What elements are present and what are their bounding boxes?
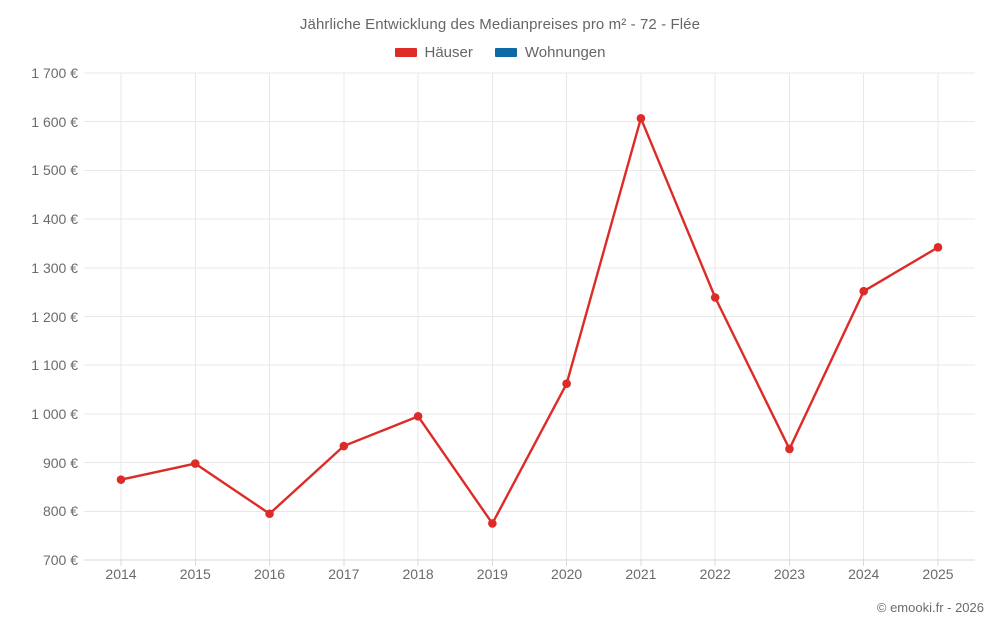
y-axis: 700 € 800 € 900 € 1 000 € 1 100 € 1 200 € 1 30… xyxy=(0,0,78,625)
y-axis-tick-label: 1 400 € xyxy=(31,211,78,228)
x-axis-tick-label: 2024 xyxy=(848,566,880,582)
y-axis-tick-label: 1 000 € xyxy=(31,405,78,422)
y-axis-tick-label: 1 600 € xyxy=(31,113,78,130)
x-axis-tick-label: 2015 xyxy=(179,566,211,582)
legend-item-hauser[interactable]: Häuser xyxy=(394,44,473,61)
y-axis-tick-label: 900 € xyxy=(42,454,78,471)
x-axis-tick-label: 2019 xyxy=(476,566,508,582)
legend-item-wohnungen[interactable]: Wohnungen xyxy=(494,44,606,61)
legend-swatch-hauser xyxy=(394,48,417,57)
data-series-layer xyxy=(116,113,943,528)
plot-area xyxy=(84,72,975,566)
y-axis-tick-label: 1 300 € xyxy=(31,259,78,276)
x-axis-tick-label: 2023 xyxy=(773,566,806,582)
x-axis-tick-label: 2014 xyxy=(105,566,137,582)
y-axis-tick-label: 1 200 € xyxy=(31,308,78,325)
x-axis-tick-label: 2021 xyxy=(625,566,657,582)
chart-credit: © emooki.fr - 2026 xyxy=(876,600,984,615)
y-axis-tick-label: 1 100 € xyxy=(31,357,78,374)
x-axis: 2014 2015 2016 2017 2018 2019 2020 2021 2022 2023… xyxy=(0,566,1000,590)
legend-swatch-wohnungen xyxy=(494,48,517,57)
y-axis-tick-label: 700 € xyxy=(42,552,78,568)
x-axis-tick-label: 2025 xyxy=(922,566,954,582)
y-axis-tick-label: 800 € xyxy=(42,503,78,520)
chart-title: Jährliche Entwicklung des Medianpreises … xyxy=(299,16,701,33)
legend-label-hauser: Häuser xyxy=(424,44,473,61)
x-axis-tick-label: 2017 xyxy=(328,566,360,582)
x-axis-tick-label: 2020 xyxy=(551,566,583,582)
y-axis-tick-label: 1 500 € xyxy=(31,162,78,179)
y-axis-tick-label: 1 700 € xyxy=(31,65,78,81)
x-axis-tick-label: 2018 xyxy=(402,566,434,582)
legend-label-wohnungen: Wohnungen xyxy=(524,44,606,61)
x-axis-tick-label: 2016 xyxy=(253,566,286,582)
chart-legend: Häuser Wohnungen xyxy=(0,44,1000,61)
x-axis-tick-label: 2022 xyxy=(699,566,731,582)
